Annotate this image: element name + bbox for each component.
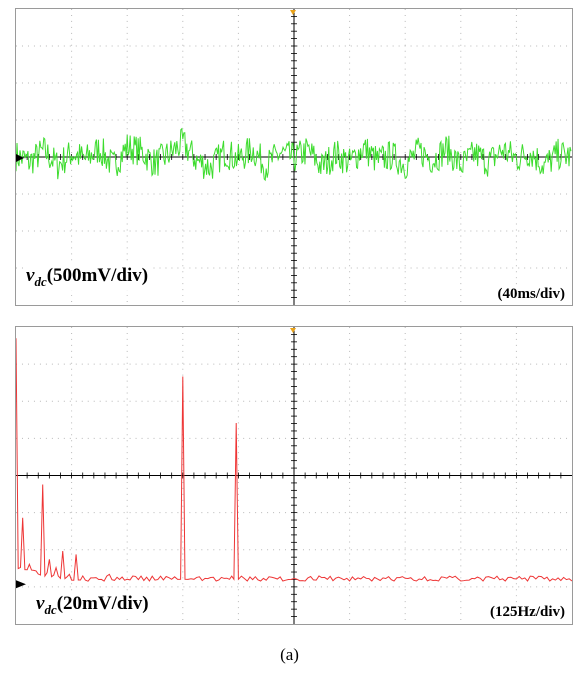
spectrum-plot xyxy=(16,327,572,624)
grid xyxy=(16,327,572,624)
frequency-scale-label: (125Hz/div) xyxy=(487,603,568,622)
trigger-marker xyxy=(290,9,296,15)
waveform-trace xyxy=(16,127,572,182)
oscilloscope-panel-time: vdc(500mV/div) (40ms/div) xyxy=(15,8,573,306)
ground-level-marker xyxy=(16,580,26,589)
trigger-marker xyxy=(290,327,296,333)
signal-scale-label: vdc(500mV/div) xyxy=(24,265,151,290)
time-waveform-plot xyxy=(16,9,572,305)
time-scale-label: (40ms/div) xyxy=(494,285,568,304)
spectrum-trace-line xyxy=(16,338,572,582)
dc-voltage-trace xyxy=(16,127,572,182)
figure-caption: (a) xyxy=(280,645,299,664)
spectrum-trace xyxy=(16,338,572,582)
ground-level-marker xyxy=(16,154,24,162)
signal-scale-label: vdc(20mV/div) xyxy=(34,593,151,618)
oscilloscope-panel-spectrum: vdc(20mV/div) (125Hz/div) xyxy=(15,326,573,625)
